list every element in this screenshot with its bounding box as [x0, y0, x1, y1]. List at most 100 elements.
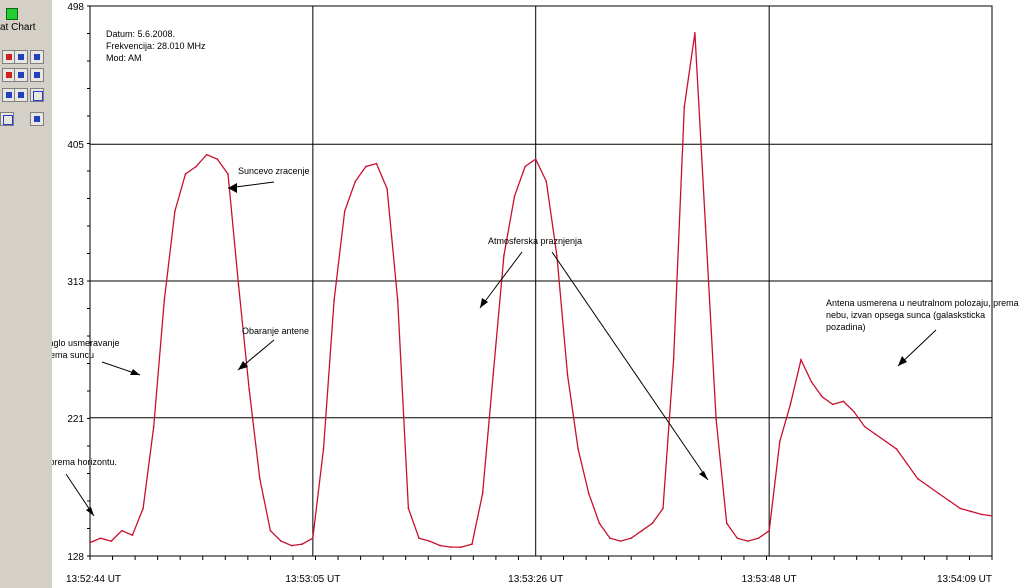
arrowhead-naglo	[130, 369, 140, 375]
data-point	[641, 529, 643, 532]
axes: 128 221 313 405 498 13:52:44 UT 13:53:05 UT 13:…	[66, 2, 993, 585]
data-point	[386, 188, 388, 190]
chart-type-button[interactable]: at Chart	[0, 8, 48, 38]
grid-toggle-button[interactable]	[30, 88, 44, 102]
arrowhead-atmosferska-1	[480, 298, 488, 308]
data-point	[736, 537, 739, 539]
data-point	[312, 537, 314, 539]
data-point	[587, 492, 590, 495]
data-point	[396, 299, 399, 302]
annotation-suncevo-zracenje: Suncevo zracenje	[238, 166, 310, 176]
annotation-obaranje-antene: Obaranje antene	[242, 326, 309, 336]
data-point	[545, 180, 548, 183]
data-point	[301, 543, 304, 545]
x-tick-label: 13:54:09 UT	[937, 574, 992, 585]
data-point	[821, 396, 824, 398]
data-point	[503, 254, 505, 257]
annotation-naglo-usmeravanje: Naglo usmeravanje	[52, 338, 120, 348]
data-point	[683, 106, 686, 108]
info-line-date: Datum: 5.6.2008.	[106, 29, 175, 39]
data-point	[916, 477, 919, 480]
fit-vertical-button[interactable]	[14, 68, 28, 82]
data-point	[534, 158, 537, 160]
zoom-horizontal-button[interactable]	[30, 50, 44, 64]
x-tick-label: 13:53:48 UT	[742, 574, 797, 585]
data-point	[938, 492, 940, 495]
arrowhead-antena	[898, 356, 907, 366]
data-point	[651, 522, 654, 525]
data-point	[662, 507, 664, 510]
data-point	[906, 463, 908, 465]
arrow-atmosferska-2	[551, 251, 709, 481]
data-point	[577, 448, 579, 450]
data-point	[460, 546, 463, 548]
plot-frame	[89, 5, 993, 557]
chart-icon	[6, 8, 18, 20]
data-point	[863, 425, 866, 428]
data-point	[810, 381, 813, 383]
data-point	[598, 522, 601, 525]
arrowhead-obaranje	[238, 361, 248, 370]
data-point	[885, 440, 887, 443]
data-point	[227, 173, 229, 175]
annotation-horizont: usmerenost prema horizontu.	[52, 457, 117, 467]
data-point	[110, 540, 113, 542]
arrow-atmosferska-1	[479, 251, 523, 309]
export-button[interactable]	[30, 112, 44, 126]
data-point	[513, 195, 516, 198]
zoom-vertical-button[interactable]	[14, 50, 28, 64]
data-point	[375, 162, 378, 165]
data-point	[131, 534, 134, 536]
data-point	[566, 373, 569, 376]
data-point	[959, 507, 961, 510]
data-point	[428, 540, 431, 542]
annotation-antena-neutral: Antena usmerena u neutralnom polozaju, p…	[826, 298, 1019, 308]
data-point	[205, 153, 208, 156]
info-line-frequency: Frekvencija: 28.010 MHz	[106, 41, 206, 51]
arrowhead-horizont	[86, 507, 94, 516]
data-point	[142, 507, 144, 510]
data-point	[948, 500, 951, 502]
data-point	[290, 544, 293, 547]
x-tick-label: 13:53:05 UT	[285, 574, 340, 585]
crosshair-button[interactable]	[14, 88, 28, 102]
data-point	[248, 388, 250, 391]
y-tick-label: 313	[67, 277, 84, 288]
data-point	[789, 403, 792, 406]
data-point	[280, 540, 282, 542]
annotations: Suncevo zracenje Obaranje antene Naglo u…	[52, 166, 1019, 517]
data-point	[333, 299, 335, 302]
data-point	[354, 180, 357, 183]
chart-toolbar: at Chart	[0, 0, 53, 588]
data-point	[556, 254, 558, 257]
data-point	[725, 522, 728, 525]
annotation-atmosferska: Atmosferska praznjenja	[488, 236, 582, 246]
data-point	[492, 373, 495, 376]
data-point	[757, 537, 760, 539]
data-point	[704, 225, 707, 227]
chart-type-label: at Chart	[0, 22, 36, 33]
x-tick-label: 13:53:26 UT	[508, 574, 563, 585]
table-view-button[interactable]	[0, 112, 14, 126]
data-point	[895, 448, 898, 450]
data-point	[969, 510, 972, 513]
data-point	[778, 440, 781, 443]
y-tick-label: 128	[67, 552, 84, 563]
data-point	[609, 537, 611, 539]
data-point	[832, 403, 834, 406]
data-point	[439, 544, 441, 547]
data-point	[343, 210, 346, 212]
info-box: Datum: 5.6.2008. Frekvencija: 28.010 MHz…	[106, 29, 206, 63]
data-point	[747, 540, 749, 542]
series-line-0	[89, 32, 993, 548]
data-point	[89, 541, 91, 544]
data-point	[524, 165, 526, 168]
y-tick-label: 405	[67, 140, 84, 151]
fit-horizontal-button[interactable]	[30, 68, 44, 82]
data-point	[800, 358, 802, 361]
annotation-antena-neutral-line2: nebu, izvan opsega sunca (galasksticka	[826, 310, 985, 320]
data-point	[853, 411, 855, 413]
data-point	[481, 492, 484, 495]
data-point	[174, 210, 176, 212]
arrowhead-suncevo	[228, 183, 237, 193]
